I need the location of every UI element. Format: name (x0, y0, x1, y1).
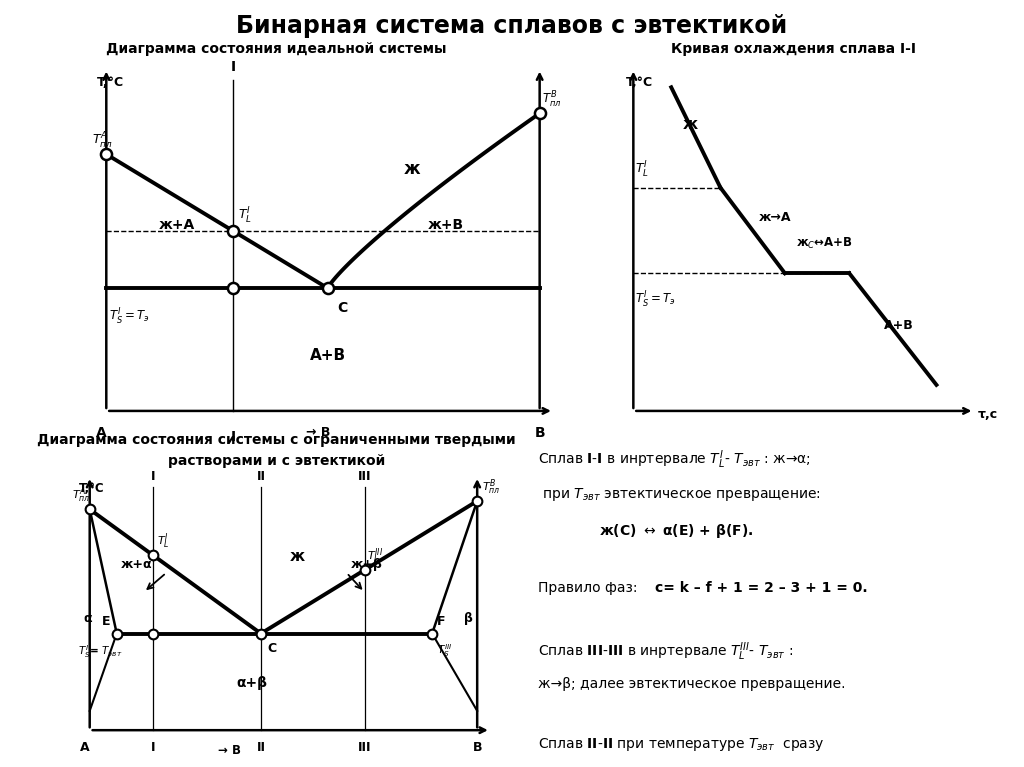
Text: Сплав $\mathbf{I}$-$\mathbf{I}$ в инртервале $T^I_L$- $T_{эвт}$ : ж→α;: Сплав $\mathbf{I}$-$\mathbf{I}$ в инртер… (538, 449, 811, 471)
Text: → B: → B (306, 426, 331, 439)
Text: II: II (256, 470, 265, 483)
Text: C: C (267, 642, 276, 655)
Text: ж+α: ж+α (121, 558, 153, 571)
Text: при $T_{эвт}$ эвтектическое превращение:: при $T_{эвт}$ эвтектическое превращение: (538, 486, 820, 502)
Text: II: II (256, 741, 265, 754)
Text: ж: ж (290, 548, 304, 564)
Text: растворами и с эвтектикой: растворами и с эвтектикой (168, 454, 385, 468)
Text: I: I (230, 61, 237, 74)
Text: ж$_C$↔A+B: ж$_C$↔A+B (797, 236, 853, 251)
Text: ж→A: ж→A (759, 211, 791, 224)
Text: E: E (101, 615, 110, 628)
Text: B: B (472, 741, 482, 754)
Text: $T^I_S$= $T_{эвт}$: $T^I_S$= $T_{эвт}$ (79, 644, 123, 660)
Text: C: C (337, 301, 347, 315)
Text: III: III (357, 741, 372, 754)
Text: $T^I_L$: $T^I_L$ (239, 206, 252, 225)
Text: Кривая охлаждения сплава I-I: Кривая охлаждения сплава I-I (671, 42, 916, 56)
Text: F: F (436, 615, 445, 628)
Text: β: β (464, 612, 473, 625)
Text: I: I (151, 470, 155, 483)
Text: ж(C) $\leftrightarrow$ α(E) + β(F).: ж(C) $\leftrightarrow$ α(E) + β(F). (599, 522, 754, 540)
Text: $T^B_{пл}$: $T^B_{пл}$ (542, 90, 561, 110)
Text: Диаграмма состояния идеальной системы: Диаграмма состояния идеальной системы (106, 42, 446, 56)
Text: A+B: A+B (309, 347, 346, 363)
Text: $T^{III}_L$: $T^{III}_L$ (367, 546, 383, 566)
Text: $T^I_S$$=$$T_э$: $T^I_S$$=$$T_э$ (635, 290, 676, 310)
Text: $T^I_S$$=$$T_э$: $T^I_S$$=$$T_э$ (109, 307, 150, 327)
Text: ж+B: ж+B (427, 218, 464, 232)
Text: ж: ж (404, 160, 421, 178)
Text: τ,c: τ,c (978, 408, 998, 421)
Text: → B: → B (218, 744, 241, 757)
Text: $T^A_{пл}$: $T^A_{пл}$ (72, 486, 90, 505)
Text: A: A (96, 426, 106, 439)
Text: T,°C: T,°C (79, 482, 104, 495)
Text: ж+β: ж+β (351, 558, 383, 571)
Text: $T^I_L$: $T^I_L$ (635, 160, 649, 180)
Text: α: α (83, 612, 92, 625)
Text: $T^{III}_S$: $T^{III}_S$ (436, 642, 452, 659)
Text: I: I (230, 430, 237, 443)
Text: ж: ж (683, 117, 697, 132)
Text: I: I (151, 741, 155, 754)
Text: T,°C: T,°C (97, 76, 124, 89)
Text: III: III (357, 470, 372, 483)
Text: Сплав $\mathbf{II}$-$\mathbf{II}$ при температуре $T_{эвт}$  сразу: Сплав $\mathbf{II}$-$\mathbf{II}$ при те… (538, 736, 824, 753)
Text: $T^I_L$: $T^I_L$ (158, 532, 170, 551)
Text: B: B (535, 426, 545, 439)
Text: ж+A: ж+A (159, 218, 196, 232)
Text: Сплав $\mathbf{III}$-$\mathbf{III}$ в инртервале $T^{III}_L$- $T_{эвт}$ :: Сплав $\mathbf{III}$-$\mathbf{III}$ в ин… (538, 640, 793, 663)
Text: α+β: α+β (237, 676, 267, 690)
Text: A: A (81, 741, 90, 754)
Text: c= k – f + 1 = 2 – 3 + 1 = 0.: c= k – f + 1 = 2 – 3 + 1 = 0. (655, 581, 868, 595)
Text: Диаграмма состояния системы с ограниченными твердыми: Диаграмма состояния системы с ограниченн… (37, 433, 516, 447)
Text: Правило фаз:: Правило фаз: (538, 581, 641, 595)
Text: $T^A_{пл}$: $T^A_{пл}$ (92, 130, 113, 150)
Text: A+B: A+B (884, 319, 913, 332)
Text: Бинарная система сплавов с эвтектикой: Бинарная система сплавов с эвтектикой (237, 14, 787, 38)
Text: ж→β; далее эвтектическое превращение.: ж→β; далее эвтектическое превращение. (538, 677, 845, 691)
Text: T,°C: T,°C (626, 76, 653, 89)
Text: $T^B_{пл}$: $T^B_{пл}$ (481, 477, 501, 497)
